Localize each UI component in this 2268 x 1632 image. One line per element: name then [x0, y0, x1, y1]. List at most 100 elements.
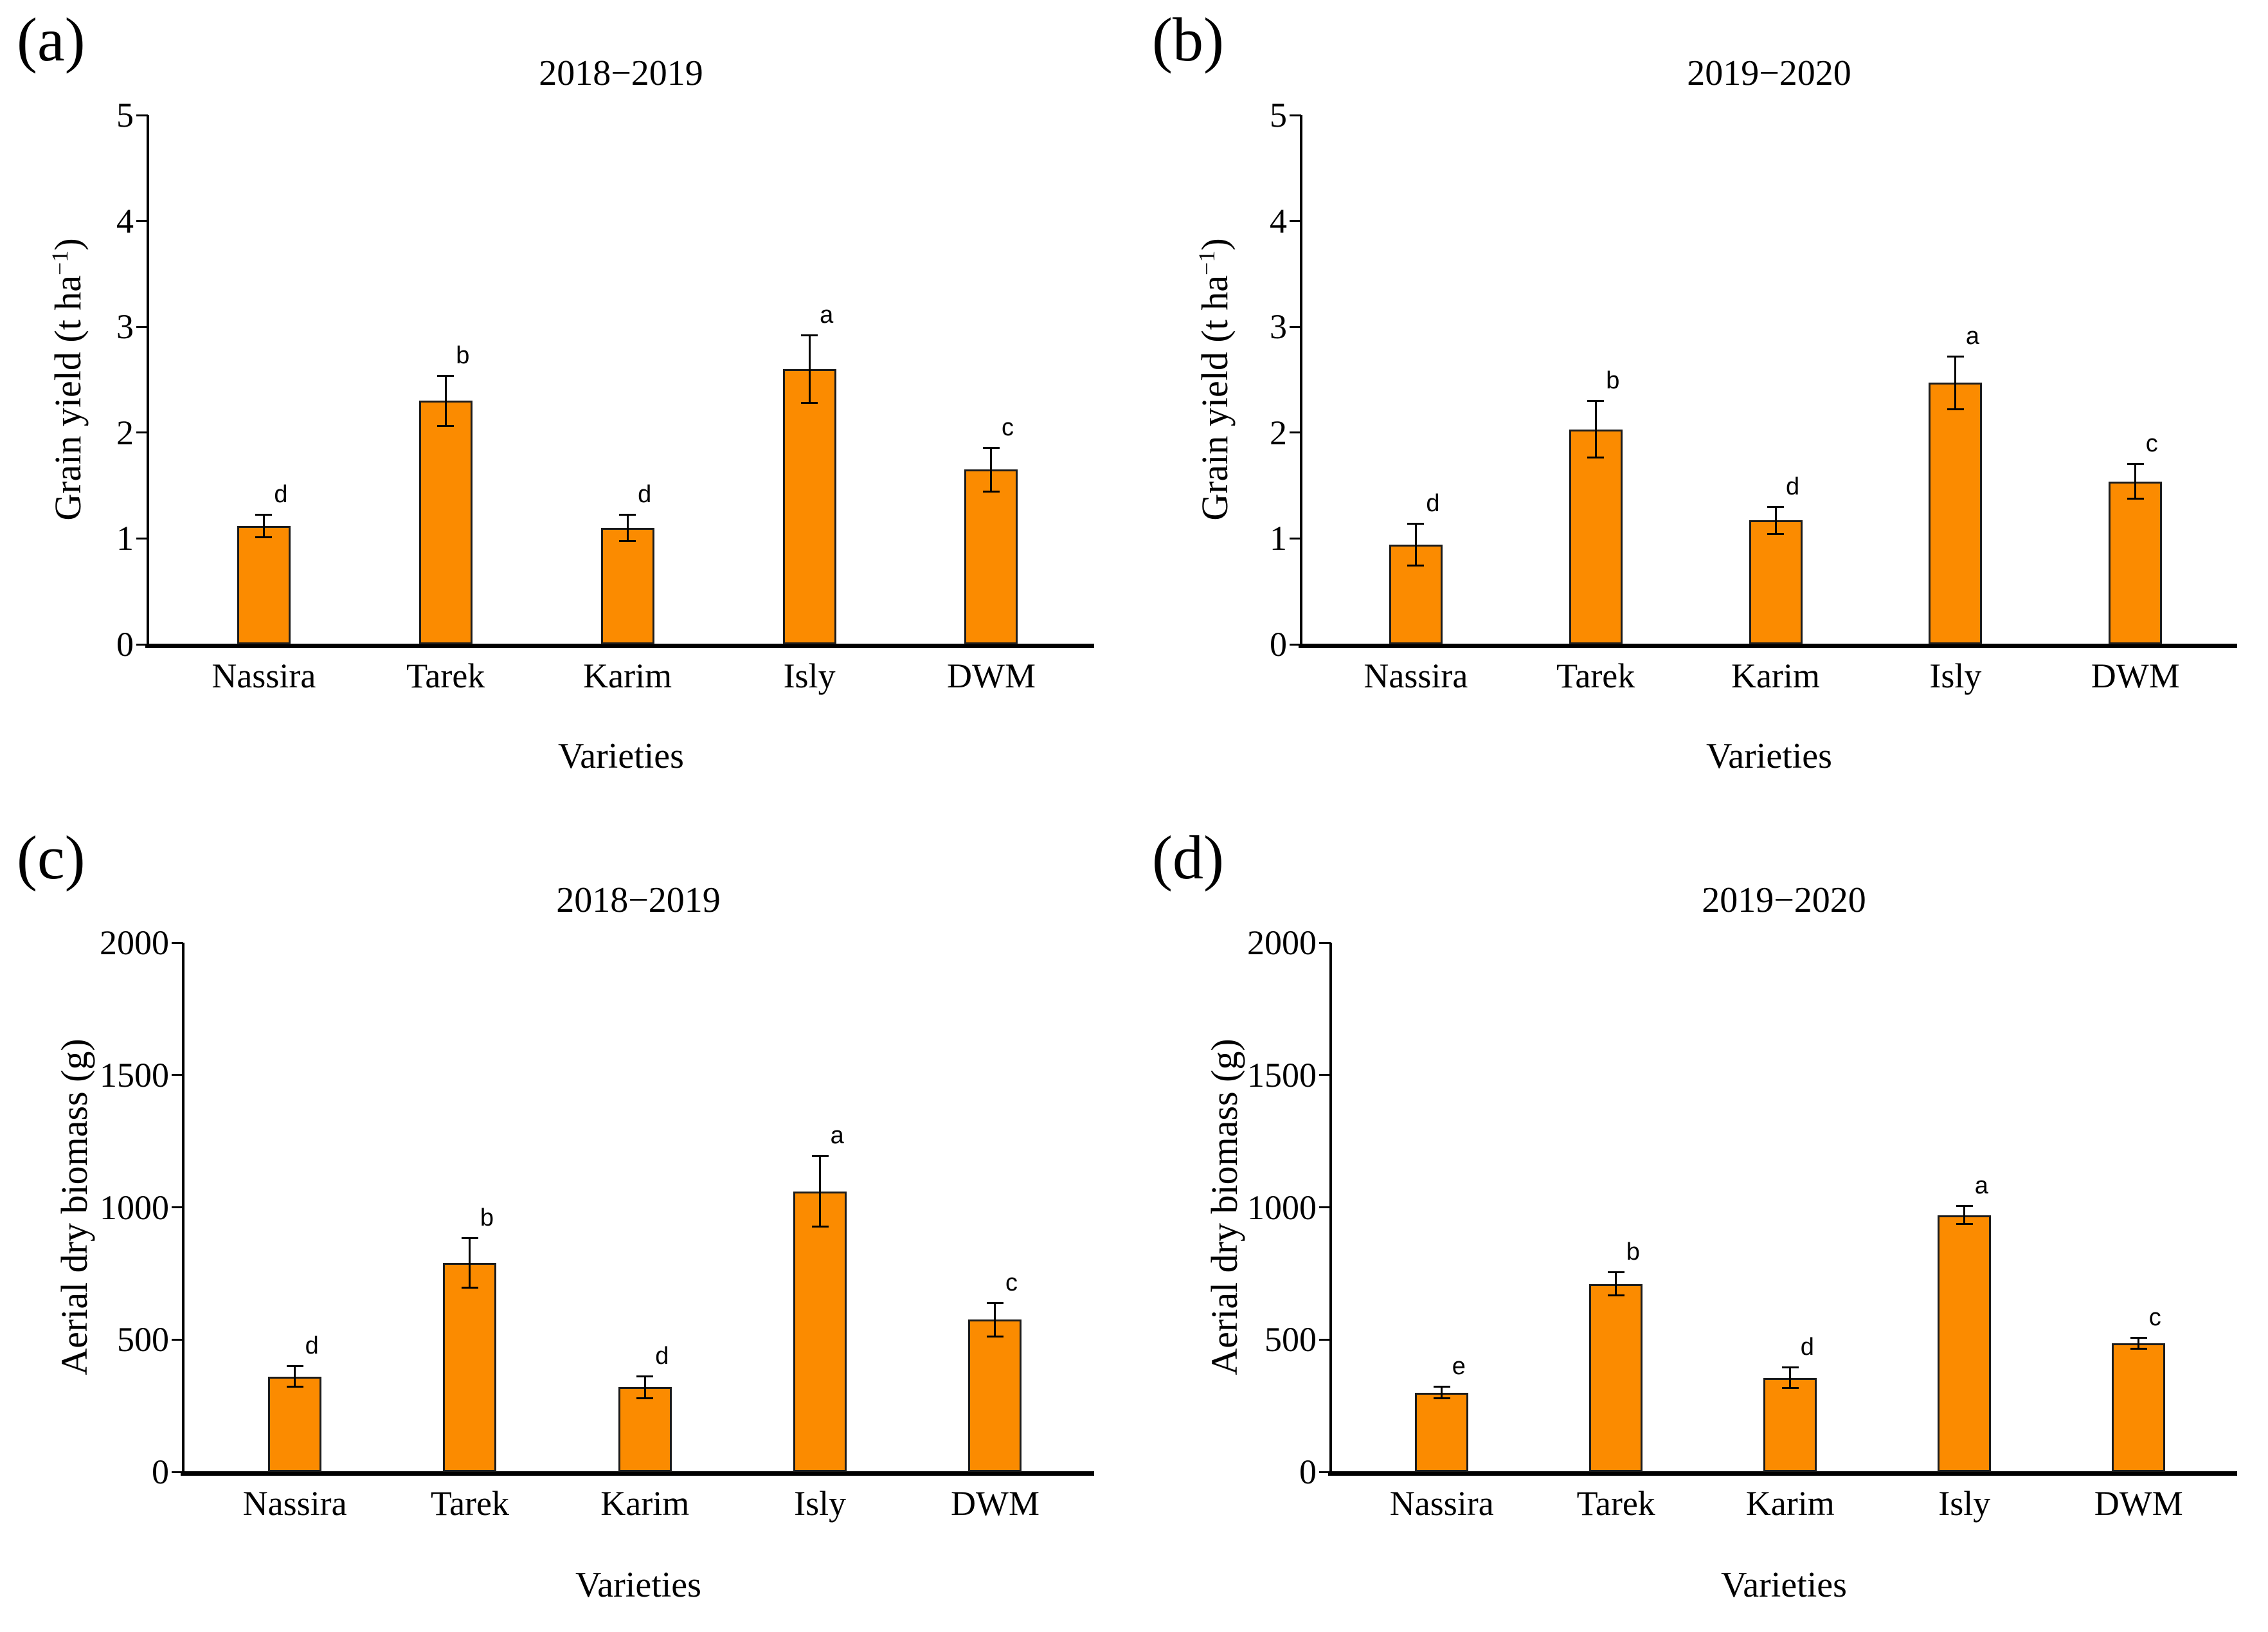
y-tick-label: 1000: [100, 1188, 169, 1227]
error-bar: [262, 514, 265, 538]
significance-letter: d: [1426, 490, 1440, 518]
y-tick: [172, 941, 183, 944]
significance-letter: c: [2148, 1304, 2161, 1332]
error-bar: [1441, 1386, 1443, 1399]
error-bar-cap: [619, 540, 636, 543]
error-bar: [2138, 1337, 2140, 1350]
category-label: Karim: [1731, 657, 1821, 695]
error-bar-cap: [1607, 1294, 1625, 1297]
error-bar-cap: [636, 1397, 654, 1399]
x-axis-line: [181, 1471, 1094, 1476]
error-bar-cap: [1956, 1205, 1973, 1208]
bar: [1938, 1215, 1992, 1472]
error-bar-cap: [461, 1287, 478, 1289]
significance-letter: d: [305, 1332, 319, 1360]
y-tick: [1290, 643, 1301, 646]
panel-letter-a: (a): [17, 5, 86, 74]
category-label: Tarek: [430, 1484, 509, 1523]
y-tick-label: 3: [1270, 307, 1287, 347]
y-tick-label: 5: [116, 96, 134, 134]
error-bar-cap: [801, 401, 818, 404]
category-label: Karim: [600, 1484, 690, 1523]
y-tick: [1290, 325, 1301, 328]
y-axis-label: Grain yield (t ha−1): [1194, 238, 1236, 520]
error-bar: [294, 1366, 296, 1388]
error-bar: [1594, 401, 1597, 458]
error-bar-cap: [255, 513, 273, 516]
x-axis-title: Varieties: [558, 736, 684, 776]
category-label: Nassira: [1364, 657, 1468, 695]
y-tick-label: 2000: [1247, 923, 1317, 962]
x-axis-title: Varieties: [1721, 1565, 1847, 1605]
bar: [968, 1319, 1022, 1472]
significance-letter: d: [638, 480, 652, 508]
y-axis-line: [147, 115, 149, 646]
error-bar-cap: [1956, 1223, 1973, 1226]
error-bar: [2134, 463, 2137, 500]
category-label: Isly: [1938, 1484, 1991, 1523]
bar: [1763, 1377, 1817, 1472]
panel-title: 2019−2020: [1687, 53, 1851, 93]
significance-letter: a: [1974, 1172, 1988, 1200]
error-bar: [626, 514, 629, 542]
significance-letter: d: [274, 480, 288, 508]
significance-letter: c: [1005, 1269, 1018, 1296]
bar: [618, 1387, 672, 1472]
error-bar-cap: [1947, 408, 1964, 410]
y-tick-label: 1500: [1247, 1055, 1317, 1094]
y-tick: [1319, 1074, 1331, 1076]
y-tick: [172, 1206, 183, 1208]
y-tick-label: 1: [1270, 519, 1287, 558]
bar: [782, 369, 836, 644]
category-label: Isly: [783, 657, 836, 695]
error-bar-cap: [1407, 565, 1425, 567]
error-bar: [644, 1375, 646, 1399]
y-tick: [172, 1471, 183, 1473]
x-axis-title: Varieties: [1706, 736, 1832, 776]
error-bar-cap: [811, 1155, 829, 1157]
significance-letter: b: [480, 1204, 494, 1231]
y-tick-label: 2: [1270, 413, 1287, 452]
y-tick-label: 1500: [100, 1055, 169, 1094]
category-label: DWM: [2094, 1484, 2183, 1523]
error-bar-cap: [982, 490, 1000, 493]
significance-letter: a: [830, 1122, 844, 1150]
panel-letter-b: (b): [1152, 5, 1224, 74]
bar: [2109, 481, 2163, 644]
bar: [1569, 429, 1623, 644]
y-tick-label: 500: [1264, 1320, 1317, 1359]
bar: [1749, 520, 1803, 644]
category-label: Karim: [583, 657, 672, 695]
y-tick-label: 4: [1270, 201, 1287, 240]
y-tick-label: 2000: [100, 923, 169, 962]
significance-letter: b: [1626, 1238, 1640, 1266]
y-tick: [1319, 941, 1331, 944]
y-tick: [136, 431, 148, 434]
error-bar-cap: [2130, 1337, 2147, 1339]
panel-letter-c: (c): [17, 823, 86, 892]
bar: [419, 401, 473, 644]
y-axis-label-close: ): [1194, 238, 1236, 251]
y-tick-label: 0: [1270, 625, 1287, 664]
significance-letter: d: [1800, 1334, 1814, 1361]
panel-letter-d: (d): [1152, 823, 1224, 892]
bar: [443, 1262, 497, 1472]
category-label: Nassira: [242, 1484, 347, 1523]
significance-letter: a: [820, 302, 834, 329]
error-bar: [819, 1156, 822, 1228]
error-bar-cap: [636, 1375, 654, 1377]
error-bar: [994, 1302, 996, 1337]
y-tick: [172, 1074, 183, 1076]
error-bar: [1789, 1367, 1792, 1389]
error-bar-cap: [1587, 457, 1605, 459]
error-bar-cap: [619, 513, 636, 516]
error-bar: [1954, 356, 1957, 410]
error-bar-cap: [1433, 1386, 1450, 1388]
error-bar: [1414, 523, 1417, 567]
bar: [2112, 1343, 2166, 1472]
error-bar-cap: [1767, 532, 1785, 535]
error-bar-cap: [986, 1301, 1004, 1304]
y-axis-label-superscript: −1: [47, 250, 73, 275]
y-tick-label: 1000: [1247, 1188, 1317, 1227]
